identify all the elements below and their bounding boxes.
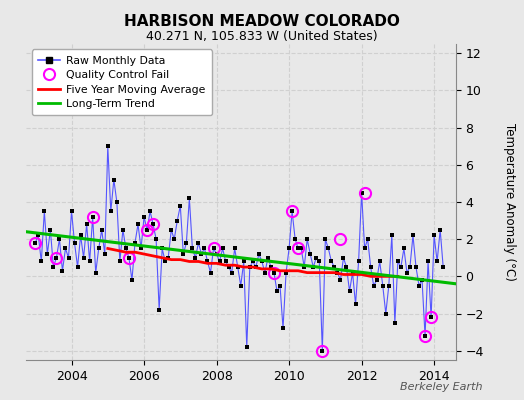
Text: Berkeley Earth: Berkeley Earth bbox=[400, 382, 482, 392]
Text: HARBISON MEADOW COLORADO: HARBISON MEADOW COLORADO bbox=[124, 14, 400, 29]
Text: 40.271 N, 105.833 W (United States): 40.271 N, 105.833 W (United States) bbox=[146, 30, 378, 43]
Y-axis label: Temperature Anomaly (°C): Temperature Anomaly (°C) bbox=[504, 123, 517, 281]
Legend: Raw Monthly Data, Quality Control Fail, Five Year Moving Average, Long-Term Tren: Raw Monthly Data, Quality Control Fail, … bbox=[31, 50, 212, 116]
